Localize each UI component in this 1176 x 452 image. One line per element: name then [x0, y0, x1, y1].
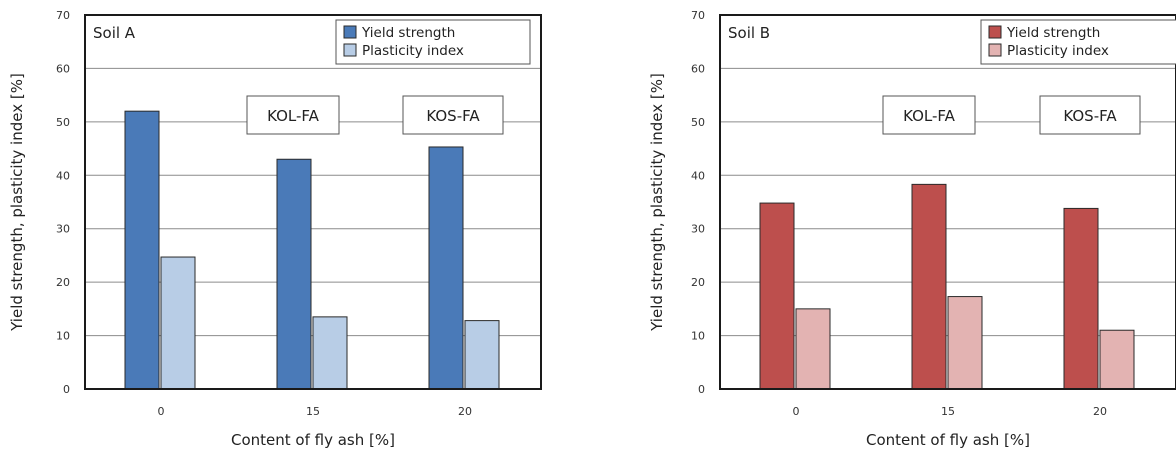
y-tick-label: 0	[698, 383, 705, 396]
annotation-kol-fa: KOL-FA	[882, 95, 976, 135]
y-tick-label: 30	[56, 223, 70, 236]
bar-plasticity-index-20	[464, 320, 500, 390]
bar-yield-strength-15	[276, 158, 312, 390]
annotation-box	[246, 95, 340, 135]
legend-swatch	[343, 25, 357, 39]
legend-swatch	[988, 43, 1002, 57]
annotation-label: KOL-FA	[903, 107, 956, 125]
chart-panel-2: 0 10 20 30 40 50 60 70 0 15 20 Soil B KOL-FA KOS-FA Yi…	[648, 9, 1176, 449]
y-tick-label: 40	[691, 169, 705, 182]
panel-title: Soil A	[93, 24, 136, 42]
annotation-kol-fa: KOL-FA	[246, 95, 340, 135]
y-tick-label: 20	[691, 276, 705, 289]
legend-entry: Plasticity index	[362, 43, 464, 59]
y-tick-label: 60	[56, 62, 70, 75]
y-tick-label: 20	[56, 276, 70, 289]
bar-yield-strength-0	[759, 202, 795, 390]
bar-yield-strength-20	[1063, 207, 1099, 390]
y-tick-label: 50	[691, 116, 705, 129]
chart-panel-1: 0 10 20 30 40 50 60 70 0 15 20 Soil A KOL-FA KOS-FA Yi…	[8, 9, 542, 449]
legend-swatch	[988, 25, 1002, 39]
annotation-label: KOL-FA	[267, 107, 320, 125]
bar-yield-strength-0	[124, 110, 160, 390]
y-axis-label: Yield strength, plasticity index [%]	[8, 73, 26, 332]
y-tick-label: 10	[56, 330, 70, 343]
legend-swatch	[343, 43, 357, 57]
legend-entry: Yield strength	[1006, 25, 1100, 41]
legend-box	[980, 19, 1176, 65]
annotation-box	[1039, 95, 1141, 135]
annotation-box	[402, 95, 504, 135]
annotation-label: KOS-FA	[426, 107, 480, 125]
legend: Yield strength Plasticity index	[980, 19, 1176, 65]
annotation-box	[882, 95, 976, 135]
x-tick-label: 20	[1093, 405, 1107, 418]
y-tick-label: 50	[56, 116, 70, 129]
bar-yield-strength-20	[428, 146, 464, 390]
annotation-kos-fa: KOS-FA	[1039, 95, 1141, 135]
y-tick-label: 70	[691, 9, 705, 22]
y-tick-label: 0	[63, 383, 70, 396]
y-axis-label: Yield strength, plasticity index [%]	[648, 73, 666, 332]
x-tick-label: 15	[941, 405, 955, 418]
y-tick-label: 70	[56, 9, 70, 22]
bar-plasticity-index-15	[947, 296, 983, 390]
x-axis-label: Content of fly ash [%]	[866, 431, 1030, 449]
bar-plasticity-index-20	[1099, 329, 1135, 390]
y-tick-label: 10	[691, 330, 705, 343]
legend-entry: Yield strength	[361, 25, 455, 41]
y-tick-label: 30	[691, 223, 705, 236]
bar-plasticity-index-15	[312, 316, 348, 390]
annotation-label: KOS-FA	[1063, 107, 1117, 125]
legend: Yield strength Plasticity index	[335, 19, 531, 65]
x-tick-label: 20	[458, 405, 472, 418]
x-tick-label: 15	[306, 405, 320, 418]
y-tick-label: 60	[691, 62, 705, 75]
panel-title: Soil B	[728, 24, 770, 42]
x-axis-label: Content of fly ash [%]	[231, 431, 395, 449]
bar-plasticity-index-0	[160, 256, 196, 390]
bar-plasticity-index-0	[795, 308, 831, 390]
legend-entry: Plasticity index	[1007, 43, 1109, 59]
y-tick-label: 40	[56, 169, 70, 182]
bar-yield-strength-15	[911, 183, 947, 390]
x-tick-label: 0	[158, 405, 165, 418]
annotation-kos-fa: KOS-FA	[402, 95, 504, 135]
legend-box	[335, 19, 531, 65]
x-tick-label: 0	[793, 405, 800, 418]
